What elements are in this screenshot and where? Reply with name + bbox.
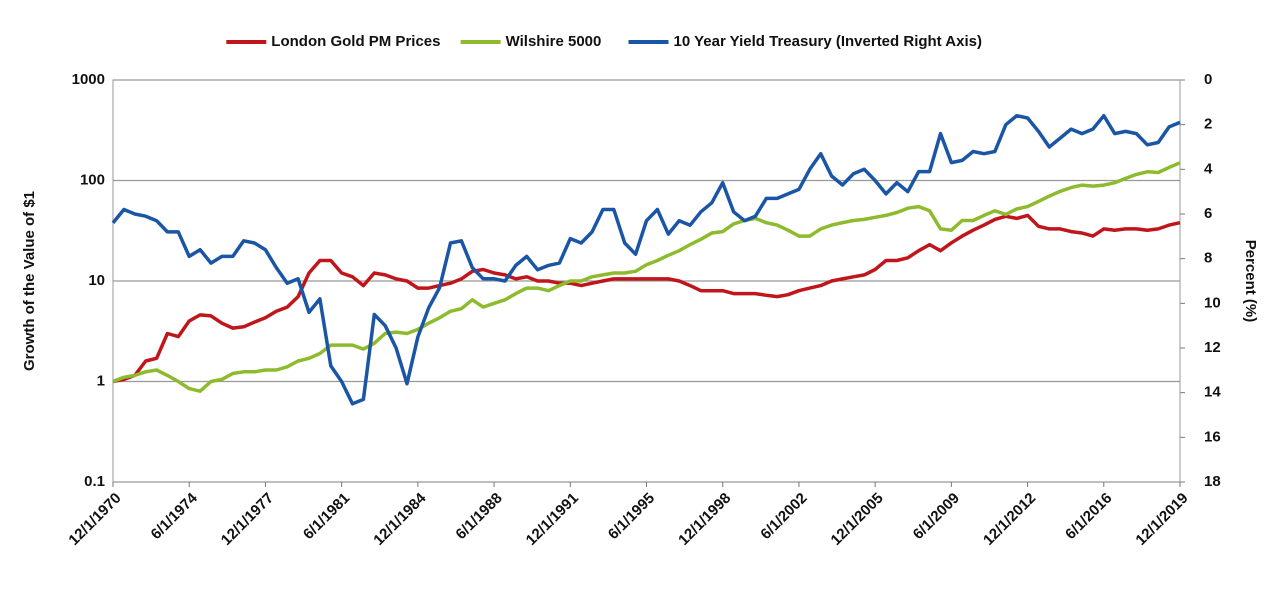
y2-tick-label: 2 bbox=[1204, 116, 1212, 133]
y-tick-label: 10 bbox=[88, 272, 105, 289]
y-axis-title: Growth of the Value of $1 bbox=[21, 191, 38, 371]
y-tick-label: 1000 bbox=[72, 71, 105, 88]
legend-label: 10 Year Yield Treasury (Inverted Right A… bbox=[674, 33, 982, 50]
series-line bbox=[112, 213, 1181, 384]
x-tick-label: 12/1/1998 bbox=[675, 490, 734, 549]
x-tick-label: 6/1/2002 bbox=[757, 490, 810, 543]
x-tick-label: 6/1/1981 bbox=[300, 490, 353, 543]
y-tick-label: 100 bbox=[80, 171, 105, 188]
x-tick-label: 12/1/1984 bbox=[370, 489, 430, 549]
y2-tick-label: 0 bbox=[1204, 71, 1212, 88]
legend-label: London Gold PM Prices bbox=[271, 33, 440, 50]
y-tick-label: 1 bbox=[97, 372, 105, 389]
series-line bbox=[112, 161, 1181, 393]
y2-axis-title: Percent (%) bbox=[1242, 240, 1259, 323]
x-tick-label: 12/1/2005 bbox=[828, 490, 887, 549]
x-tick-label: 6/1/2016 bbox=[1062, 490, 1115, 543]
x-tick-label: 6/1/2009 bbox=[910, 490, 963, 543]
legend-label: Wilshire 5000 bbox=[506, 33, 602, 50]
x-tick-label: 12/1/2012 bbox=[980, 490, 1039, 549]
y2-tick-label: 16 bbox=[1204, 428, 1221, 445]
y2-tick-label: 8 bbox=[1204, 250, 1212, 267]
y2-tick-label: 18 bbox=[1204, 473, 1221, 490]
y-tick-label: 0.1 bbox=[84, 473, 105, 490]
y2-tick-label: 4 bbox=[1204, 160, 1213, 177]
series-line bbox=[111, 113, 1181, 406]
x-tick-label: 6/1/1988 bbox=[452, 490, 505, 543]
x-tick-label: 12/1/1970 bbox=[65, 490, 124, 549]
y2-tick-label: 12 bbox=[1204, 339, 1221, 356]
y2-tick-label: 14 bbox=[1204, 384, 1221, 401]
x-tick-label: 12/1/1977 bbox=[218, 490, 277, 549]
y2-tick-label: 6 bbox=[1204, 205, 1212, 222]
y2-tick-label: 10 bbox=[1204, 294, 1221, 311]
x-tick-label: 12/1/1991 bbox=[523, 490, 582, 549]
x-tick-label: 6/1/1974 bbox=[148, 489, 202, 543]
x-tick-label: 6/1/1995 bbox=[605, 490, 658, 543]
x-tick-label: 12/1/2019 bbox=[1132, 490, 1191, 549]
